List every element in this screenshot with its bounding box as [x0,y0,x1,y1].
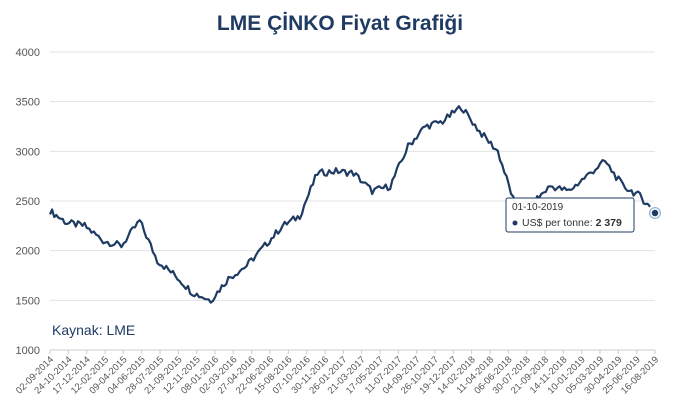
series-layer [48,105,656,304]
grid [50,51,655,351]
source-label: Kaynak: LME [52,322,135,338]
y-tick-label: 1000 [16,345,40,357]
hover-point-layer [647,205,663,222]
tooltip-date: 01-10-2019 [512,202,564,213]
y-tick-label: 1500 [16,295,40,307]
tooltip-series-label: US$ per tonne: [522,217,593,229]
tooltip-line: US$ per tonne: 2 379 [522,217,622,229]
series-line [48,105,656,304]
x-axis: 02-09-201424-10-201417-12-201412-02-2015… [14,350,661,396]
tooltip: 01-10-2019 US$ per tonne: 2 379 [505,197,635,233]
y-tick-label: 3500 [16,97,40,109]
chart-title: LME ÇİNKO Fiyat Grafiği [217,12,463,35]
y-axis: 1000 1500 2000 2500 3000 3500 4000 [16,47,40,357]
y-tick-label: 4000 [16,47,40,59]
y-tick-label: 2500 [16,196,40,208]
y-tick-label: 2000 [16,246,40,258]
hover-point [650,208,660,218]
tooltip-value: 2 379 [596,217,622,229]
tooltip-bullet-icon [512,220,518,226]
y-tick-label: 3000 [16,146,40,158]
tooltip-box [505,197,635,233]
